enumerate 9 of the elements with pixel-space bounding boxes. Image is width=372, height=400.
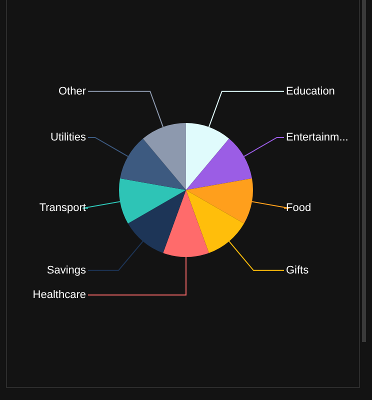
slice-label: Other [58, 85, 86, 98]
slice-label: Transport [39, 202, 86, 214]
slice-label: Utilities [50, 132, 86, 144]
slice-label: Gifts [286, 264, 310, 276]
slice-label: Healthcare [32, 289, 86, 302]
slice-label: Food [286, 202, 312, 214]
slice-label: Education [286, 85, 335, 98]
slice-label: Savings [46, 264, 86, 276]
slice-label: Entertainm... [286, 132, 348, 144]
